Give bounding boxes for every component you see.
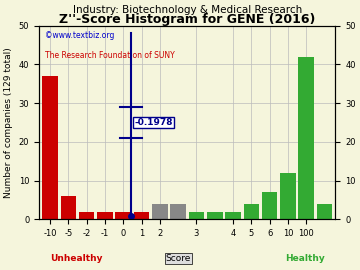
Text: Healthy: Healthy: [285, 254, 324, 263]
Bar: [134, 212, 149, 220]
Text: Score: Score: [166, 254, 191, 263]
Y-axis label: Number of companies (129 total): Number of companies (129 total): [4, 47, 13, 198]
Bar: [97, 212, 113, 220]
Bar: [298, 57, 314, 220]
Bar: [225, 212, 241, 220]
Bar: [189, 212, 204, 220]
Text: The Research Foundation of SUNY: The Research Foundation of SUNY: [45, 51, 175, 60]
Bar: [152, 204, 168, 220]
Text: Industry: Biotechnology & Medical Research: Industry: Biotechnology & Medical Resear…: [73, 5, 302, 15]
Bar: [60, 196, 76, 220]
Bar: [42, 76, 58, 220]
Text: -0.1978: -0.1978: [134, 118, 173, 127]
Bar: [317, 204, 332, 220]
Bar: [170, 204, 186, 220]
Bar: [79, 212, 94, 220]
Bar: [262, 192, 278, 220]
Bar: [244, 204, 259, 220]
Text: ©www.textbiz.org: ©www.textbiz.org: [45, 31, 114, 40]
Bar: [116, 212, 131, 220]
Title: Z''-Score Histogram for GENE (2016): Z''-Score Histogram for GENE (2016): [59, 13, 315, 26]
Bar: [207, 212, 222, 220]
Text: Unhealthy: Unhealthy: [50, 254, 103, 263]
Bar: [280, 173, 296, 220]
